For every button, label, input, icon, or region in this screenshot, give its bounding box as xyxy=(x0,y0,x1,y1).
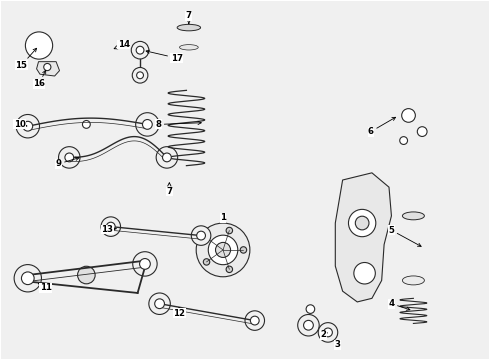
Ellipse shape xyxy=(395,22,412,33)
Circle shape xyxy=(14,265,42,292)
Text: 14: 14 xyxy=(114,40,130,49)
Polygon shape xyxy=(335,173,392,302)
Circle shape xyxy=(191,226,211,246)
Text: 5: 5 xyxy=(389,226,421,246)
Circle shape xyxy=(23,121,33,131)
Text: 2: 2 xyxy=(320,330,327,339)
Text: 6: 6 xyxy=(368,117,395,136)
Circle shape xyxy=(395,132,413,149)
Circle shape xyxy=(348,210,376,237)
Circle shape xyxy=(77,266,95,284)
Circle shape xyxy=(82,121,90,128)
Circle shape xyxy=(132,67,148,83)
Circle shape xyxy=(131,41,149,59)
Text: 9: 9 xyxy=(55,157,79,168)
Bar xyxy=(177,28,200,47)
Bar xyxy=(402,216,424,280)
Circle shape xyxy=(133,252,157,276)
Circle shape xyxy=(16,114,40,138)
Circle shape xyxy=(216,242,231,257)
Bar xyxy=(282,80,484,336)
Circle shape xyxy=(318,323,338,342)
Text: 7: 7 xyxy=(186,11,192,23)
Circle shape xyxy=(400,24,407,31)
Circle shape xyxy=(240,247,246,253)
Circle shape xyxy=(58,147,80,168)
Text: 17: 17 xyxy=(146,50,183,63)
Circle shape xyxy=(354,262,375,284)
Circle shape xyxy=(250,316,259,325)
Circle shape xyxy=(226,227,233,234)
Circle shape xyxy=(137,72,144,79)
Bar xyxy=(300,158,321,300)
Text: 12: 12 xyxy=(173,307,185,318)
Text: 7: 7 xyxy=(166,183,172,196)
Polygon shape xyxy=(37,62,59,76)
Circle shape xyxy=(22,272,34,285)
Ellipse shape xyxy=(402,212,424,220)
Text: 1: 1 xyxy=(220,213,226,222)
Circle shape xyxy=(196,231,205,240)
Circle shape xyxy=(203,259,210,265)
Circle shape xyxy=(101,217,121,237)
Circle shape xyxy=(306,305,315,314)
Circle shape xyxy=(402,109,416,122)
Circle shape xyxy=(140,258,150,269)
Circle shape xyxy=(417,127,427,136)
Circle shape xyxy=(106,222,115,231)
Circle shape xyxy=(25,32,52,59)
Circle shape xyxy=(65,153,74,162)
Circle shape xyxy=(394,101,423,130)
Circle shape xyxy=(323,328,332,337)
Text: 10: 10 xyxy=(14,120,27,129)
Circle shape xyxy=(196,223,250,277)
Circle shape xyxy=(156,147,178,168)
Circle shape xyxy=(245,311,265,330)
Circle shape xyxy=(149,293,171,314)
Circle shape xyxy=(44,63,51,71)
Circle shape xyxy=(226,266,233,273)
Circle shape xyxy=(298,315,319,336)
Text: 8: 8 xyxy=(155,120,201,129)
Circle shape xyxy=(136,46,144,54)
Text: 13: 13 xyxy=(101,225,117,234)
Text: 16: 16 xyxy=(33,70,46,89)
Text: 4: 4 xyxy=(389,299,410,310)
Bar xyxy=(164,162,175,185)
Circle shape xyxy=(355,216,369,230)
Ellipse shape xyxy=(179,45,198,50)
Ellipse shape xyxy=(177,24,200,31)
Text: 3: 3 xyxy=(335,341,341,350)
Text: 11: 11 xyxy=(38,283,52,292)
Circle shape xyxy=(300,299,320,319)
Ellipse shape xyxy=(402,276,424,285)
Circle shape xyxy=(400,137,408,144)
Circle shape xyxy=(302,16,318,32)
Circle shape xyxy=(304,320,313,330)
Circle shape xyxy=(305,9,316,19)
Circle shape xyxy=(203,235,210,241)
Circle shape xyxy=(163,153,172,162)
Circle shape xyxy=(143,120,152,129)
Circle shape xyxy=(208,235,238,265)
Text: 15: 15 xyxy=(16,48,37,70)
Circle shape xyxy=(412,121,433,142)
Circle shape xyxy=(136,113,159,136)
Circle shape xyxy=(155,299,165,309)
